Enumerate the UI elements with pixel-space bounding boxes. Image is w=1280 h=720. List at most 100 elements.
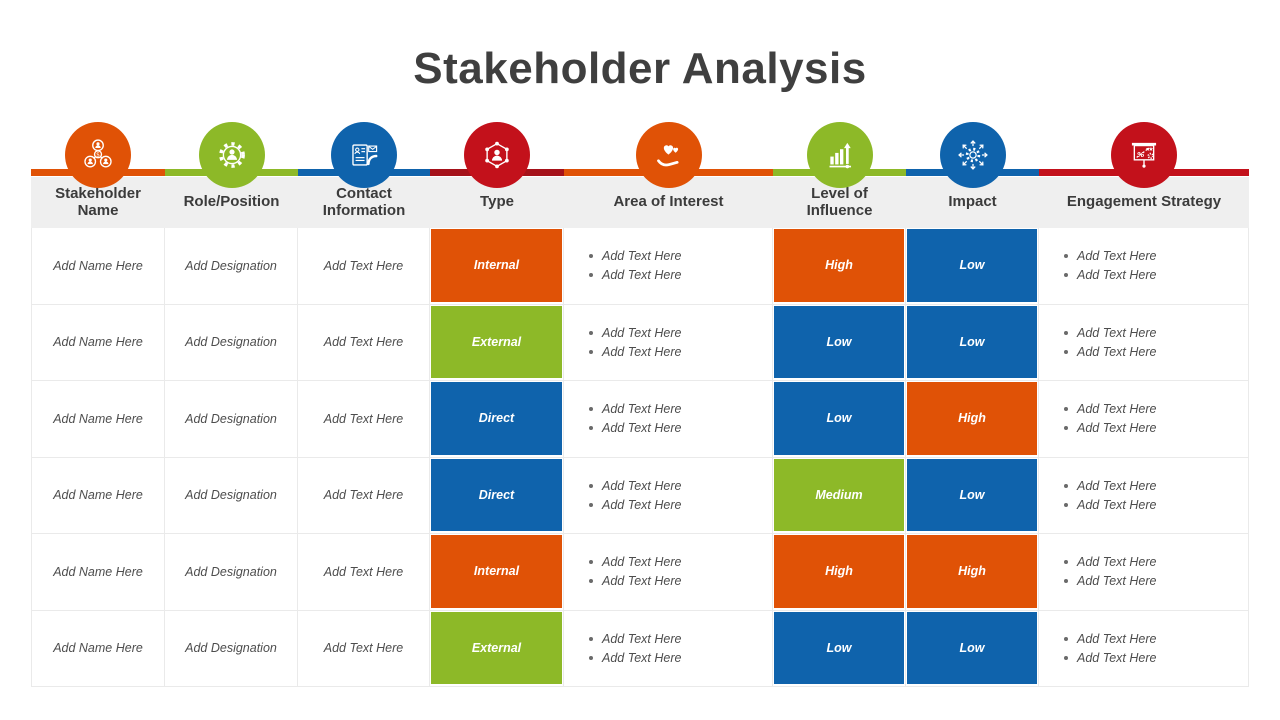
bullet-text: Add Text Here bbox=[1077, 249, 1157, 264]
bullet-item[interactable]: Add Text Here bbox=[1064, 651, 1156, 665]
bullet-dot bbox=[589, 426, 593, 431]
type-cell: External bbox=[430, 304, 564, 381]
strategy-list: Add Text Here Add Text Here bbox=[1039, 457, 1249, 534]
bullet-item[interactable]: Add Text Here bbox=[589, 345, 681, 359]
influence-cell-value[interactable]: High bbox=[774, 229, 904, 302]
bullet-item[interactable]: Add Text Here bbox=[589, 421, 681, 435]
bullet-text: Add Text Here bbox=[1077, 325, 1157, 340]
bullet-item[interactable]: Add Text Here bbox=[589, 555, 681, 569]
bullet-item[interactable]: Add Text Here bbox=[589, 268, 681, 282]
bullet-item[interactable]: Add Text Here bbox=[589, 249, 681, 263]
influence-cell: Low bbox=[773, 610, 906, 687]
role-cell[interactable]: Add Designation bbox=[165, 381, 298, 458]
bullet-item[interactable]: Add Text Here bbox=[1064, 479, 1156, 493]
bullet-item[interactable]: Add Text Here bbox=[589, 651, 681, 665]
impact-cell-value[interactable]: Low bbox=[907, 611, 1037, 684]
table-row: Add Name Here Add Designation Add Text Her… bbox=[31, 457, 1249, 534]
bullet-item[interactable]: Add Text Here bbox=[589, 402, 681, 416]
bullet-item[interactable]: Add Text Here bbox=[1064, 249, 1156, 263]
bullet-item[interactable]: Add Text Here bbox=[589, 479, 681, 493]
bullet-item[interactable]: Add Text Here bbox=[589, 574, 681, 588]
contact-cell[interactable]: Add Text Here bbox=[298, 534, 430, 611]
contact-cell[interactable]: Add Text Here bbox=[298, 381, 430, 458]
bullet-item[interactable]: Add Text Here bbox=[1064, 632, 1156, 646]
impact-cell: Low bbox=[906, 610, 1039, 687]
role-cell[interactable]: Add Designation bbox=[165, 534, 298, 611]
type-cell-value[interactable]: External bbox=[431, 611, 562, 684]
type-cell-value[interactable]: External bbox=[431, 305, 562, 378]
bullet-item[interactable]: Add Text Here bbox=[1064, 345, 1156, 359]
impact-cell: Low bbox=[906, 304, 1039, 381]
bullet-text: Add Text Here bbox=[1077, 497, 1157, 512]
type-cell: Direct bbox=[430, 381, 564, 458]
column-header-engagement-strategy: Engagement Strategy bbox=[1066, 193, 1222, 211]
stakeholder-name-cell[interactable]: Add Name Here bbox=[31, 610, 165, 687]
bullet-text: Add Text Here bbox=[602, 497, 682, 512]
impact-cell-value[interactable]: Low bbox=[907, 458, 1037, 531]
influence-cell: Medium bbox=[773, 457, 906, 534]
role-cell[interactable]: Add Designation bbox=[165, 228, 298, 305]
table-header-row: Stakeholder Name Role/Position Contact Inf… bbox=[31, 177, 1249, 228]
role-cell[interactable]: Add Designation bbox=[165, 457, 298, 534]
bullet-item[interactable]: Add Text Here bbox=[589, 326, 681, 340]
contact-info-icon bbox=[331, 122, 397, 188]
impact-cell-value[interactable]: High bbox=[907, 382, 1037, 455]
influence-cell-value[interactable]: Low bbox=[774, 382, 904, 455]
bullet-dot bbox=[1064, 407, 1068, 412]
type-cell-value[interactable]: Direct bbox=[431, 382, 562, 455]
svg-text:$: $ bbox=[96, 152, 100, 158]
gear-arrows-icon bbox=[939, 122, 1006, 188]
bullet-item[interactable]: Add Text Here bbox=[1064, 555, 1156, 569]
influence-cell: Low bbox=[773, 304, 906, 381]
role-cell[interactable]: Add Designation bbox=[165, 304, 298, 381]
bullet-dot bbox=[1064, 579, 1068, 584]
bullet-item[interactable]: Add Text Here bbox=[1064, 421, 1156, 435]
hand-hearts-icon bbox=[635, 122, 702, 188]
bullet-item[interactable]: Add Text Here bbox=[1064, 268, 1156, 282]
table-body: Add Name Here Add Designation Add Text Her… bbox=[31, 228, 1249, 687]
influence-cell: High bbox=[773, 534, 906, 611]
role-gear-person-icon bbox=[198, 122, 265, 188]
type-cell-value[interactable]: Internal bbox=[431, 535, 562, 608]
bullet-dot bbox=[589, 254, 593, 259]
type-cell: Internal bbox=[430, 228, 564, 305]
stakeholder-name-cell[interactable]: Add Name Here bbox=[31, 381, 165, 458]
bullet-text: Add Text Here bbox=[1077, 344, 1157, 359]
type-cell: Direct bbox=[430, 457, 564, 534]
stakeholder-name-cell[interactable]: Add Name Here bbox=[31, 534, 165, 611]
type-cell-value[interactable]: Direct bbox=[431, 458, 562, 531]
influence-cell-value[interactable]: Low bbox=[774, 305, 904, 378]
bullet-dot bbox=[589, 349, 593, 354]
bullet-item[interactable]: Add Text Here bbox=[1064, 498, 1156, 512]
role-cell[interactable]: Add Designation bbox=[165, 610, 298, 687]
impact-cell-value[interactable]: Low bbox=[907, 229, 1037, 302]
contact-cell[interactable]: Add Text Here bbox=[298, 228, 430, 305]
bullet-item[interactable]: Add Text Here bbox=[589, 498, 681, 512]
stakeholder-table: Stakeholder Name Role/Position Contact Inf… bbox=[31, 177, 1249, 687]
bullet-text: Add Text Here bbox=[602, 421, 682, 436]
bullet-item[interactable]: Add Text Here bbox=[589, 632, 681, 646]
stakeholder-name-cell[interactable]: Add Name Here bbox=[31, 228, 165, 305]
table-row: Add Name Here Add Designation Add Text Her… bbox=[31, 381, 1249, 458]
bullet-item[interactable]: Add Text Here bbox=[1064, 326, 1156, 340]
bullet-dot bbox=[589, 330, 593, 335]
contact-cell[interactable]: Add Text Here bbox=[298, 610, 430, 687]
stakeholder-name-cell[interactable]: Add Name Here bbox=[31, 304, 165, 381]
impact-cell: Low bbox=[906, 228, 1039, 305]
influence-cell-value[interactable]: Low bbox=[774, 611, 904, 684]
impact-cell-value[interactable]: Low bbox=[907, 305, 1037, 378]
bullet-item[interactable]: Add Text Here bbox=[1064, 574, 1156, 588]
bullet-text: Add Text Here bbox=[602, 402, 682, 417]
page-title: Stakeholder Analysis bbox=[413, 44, 867, 93]
column-header-level-of-influence: Level of Influence bbox=[806, 184, 873, 219]
contact-cell[interactable]: Add Text Here bbox=[298, 304, 430, 381]
impact-cell: High bbox=[906, 534, 1039, 611]
bullet-dot bbox=[589, 560, 593, 565]
impact-cell-value[interactable]: High bbox=[907, 535, 1037, 608]
bullet-item[interactable]: Add Text Here bbox=[1064, 402, 1156, 416]
influence-cell-value[interactable]: Medium bbox=[774, 458, 904, 531]
contact-cell[interactable]: Add Text Here bbox=[298, 457, 430, 534]
type-cell-value[interactable]: Internal bbox=[431, 229, 562, 302]
influence-cell-value[interactable]: High bbox=[774, 535, 904, 608]
stakeholder-name-cell[interactable]: Add Name Here bbox=[31, 457, 165, 534]
